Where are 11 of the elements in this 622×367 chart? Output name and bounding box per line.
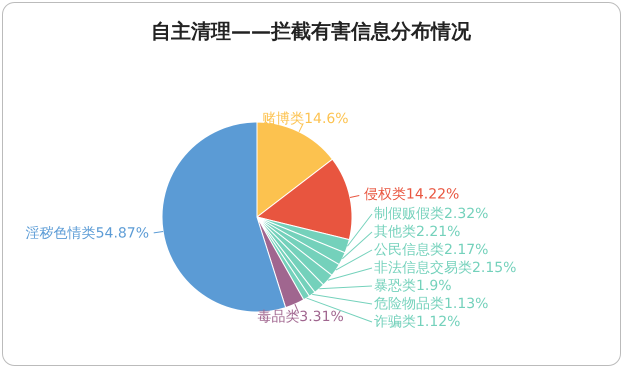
slice-label: 侵权类14.22% (364, 186, 460, 203)
slice-label: 暴恐类1.9% (374, 278, 452, 294)
slice-label: 危险物品类1.13% (374, 296, 488, 312)
slice-label: 其他类2.21% (374, 224, 460, 240)
slice-label: 制假贩假类2.32% (374, 206, 488, 222)
chart-title: 自主清理——拦截有害信息分布情况 (151, 19, 472, 43)
slice-label: 淫秽色情类54.87% (26, 226, 150, 242)
slice-label: 毒品类3.31% (257, 309, 344, 326)
slice-label: 公民信息类2.17% (374, 242, 488, 258)
slice-label: 非法信息交易类2.15% (374, 260, 516, 276)
slice-label: 诈骗类1.12% (374, 314, 460, 330)
